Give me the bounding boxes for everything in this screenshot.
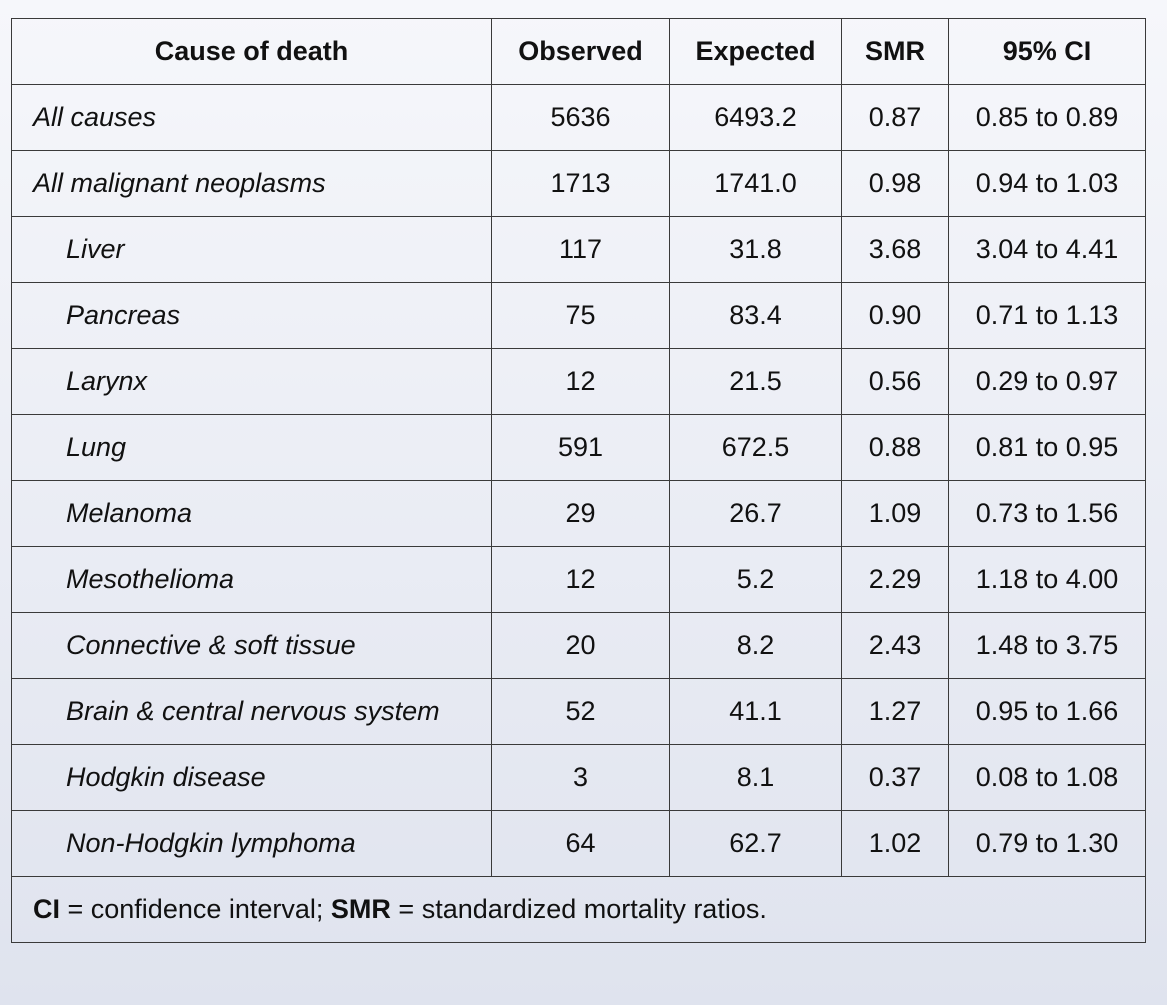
footnote-def-ci: = confidence interval; <box>60 894 331 924</box>
expected-cell: 8.2 <box>669 612 842 679</box>
ci-cell: 0.79 to 1.30 <box>948 810 1146 877</box>
observed-cell: 1713 <box>491 150 670 217</box>
header-cause: Cause of death <box>11 18 492 85</box>
smr-cell: 0.37 <box>841 744 949 811</box>
table-row: Brain & central nervous system 52 41.1 1… <box>11 678 1146 745</box>
expected-cell: 6493.2 <box>669 84 842 151</box>
cause-cell: Lung <box>11 414 492 481</box>
footnote-term-ci: CI <box>33 894 60 924</box>
observed-cell: 3 <box>491 744 670 811</box>
ci-cell: 0.73 to 1.56 <box>948 480 1146 547</box>
cause-cell: Melanoma <box>11 480 492 547</box>
ci-cell: 0.81 to 0.95 <box>948 414 1146 481</box>
smr-cell: 2.43 <box>841 612 949 679</box>
ci-cell: 3.04 to 4.41 <box>948 216 1146 283</box>
cause-cell: All causes <box>11 84 492 151</box>
header-ci: 95% CI <box>948 18 1146 85</box>
cause-cell: Larynx <box>11 348 492 415</box>
cause-cell: Connective & soft tissue <box>11 612 492 679</box>
cause-cell: Non-Hodgkin lymphoma <box>11 810 492 877</box>
expected-cell: 62.7 <box>669 810 842 877</box>
table-footnote-row: CI = confidence interval; SMR = standard… <box>11 876 1146 943</box>
cause-cell: Mesothelioma <box>11 546 492 613</box>
expected-cell: 672.5 <box>669 414 842 481</box>
observed-cell: 20 <box>491 612 670 679</box>
ci-cell: 1.48 to 3.75 <box>948 612 1146 679</box>
expected-cell: 26.7 <box>669 480 842 547</box>
smr-cell: 1.09 <box>841 480 949 547</box>
smr-cell: 2.29 <box>841 546 949 613</box>
table-header-row: Cause of death Observed Expected SMR 95%… <box>11 18 1146 85</box>
expected-cell: 1741.0 <box>669 150 842 217</box>
header-smr: SMR <box>841 18 949 85</box>
observed-cell: 52 <box>491 678 670 745</box>
observed-cell: 64 <box>491 810 670 877</box>
cause-cell: Pancreas <box>11 282 492 349</box>
cause-cell: Brain & central nervous system <box>11 678 492 745</box>
smr-cell: 0.88 <box>841 414 949 481</box>
ci-cell: 0.95 to 1.66 <box>948 678 1146 745</box>
observed-cell: 5636 <box>491 84 670 151</box>
smr-cell: 0.56 <box>841 348 949 415</box>
observed-cell: 75 <box>491 282 670 349</box>
table-row: Hodgkin disease 3 8.1 0.37 0.08 to 1.08 <box>11 744 1146 811</box>
footnote-term-smr: SMR <box>330 894 391 924</box>
table-footnote: CI = confidence interval; SMR = standard… <box>11 876 1146 943</box>
cause-cell: Liver <box>11 216 492 283</box>
table-row: All causes 5636 6493.2 0.87 0.85 to 0.89 <box>11 84 1146 151</box>
footnote-def-smr: = standardized mortality ratios. <box>390 894 767 924</box>
table-row: Melanoma 29 26.7 1.09 0.73 to 1.56 <box>11 480 1146 547</box>
table-row: Non-Hodgkin lymphoma 64 62.7 1.02 0.79 t… <box>11 810 1146 877</box>
table-row: Larynx 12 21.5 0.56 0.29 to 0.97 <box>11 348 1146 415</box>
smr-cell: 0.87 <box>841 84 949 151</box>
mortality-table: Cause of death Observed Expected SMR 95%… <box>11 18 1146 943</box>
smr-cell: 3.68 <box>841 216 949 283</box>
table-row: Connective & soft tissue 20 8.2 2.43 1.4… <box>11 612 1146 679</box>
expected-cell: 21.5 <box>669 348 842 415</box>
observed-cell: 12 <box>491 546 670 613</box>
ci-cell: 0.29 to 0.97 <box>948 348 1146 415</box>
cause-cell: Hodgkin disease <box>11 744 492 811</box>
smr-cell: 0.98 <box>841 150 949 217</box>
table-row: Lung 591 672.5 0.88 0.81 to 0.95 <box>11 414 1146 481</box>
expected-cell: 31.8 <box>669 216 842 283</box>
ci-cell: 0.71 to 1.13 <box>948 282 1146 349</box>
observed-cell: 29 <box>491 480 670 547</box>
header-observed: Observed <box>491 18 670 85</box>
mortality-table-container: Cause of death Observed Expected SMR 95%… <box>11 18 1146 943</box>
smr-cell: 1.27 <box>841 678 949 745</box>
observed-cell: 591 <box>491 414 670 481</box>
ci-cell: 0.08 to 1.08 <box>948 744 1146 811</box>
observed-cell: 117 <box>491 216 670 283</box>
table-row: All malignant neoplasms 1713 1741.0 0.98… <box>11 150 1146 217</box>
table-row: Mesothelioma 12 5.2 2.29 1.18 to 4.00 <box>11 546 1146 613</box>
ci-cell: 0.94 to 1.03 <box>948 150 1146 217</box>
smr-cell: 1.02 <box>841 810 949 877</box>
observed-cell: 12 <box>491 348 670 415</box>
ci-cell: 1.18 to 4.00 <box>948 546 1146 613</box>
expected-cell: 41.1 <box>669 678 842 745</box>
header-expected: Expected <box>669 18 842 85</box>
table-row: Liver 117 31.8 3.68 3.04 to 4.41 <box>11 216 1146 283</box>
expected-cell: 83.4 <box>669 282 842 349</box>
table-row: Pancreas 75 83.4 0.90 0.71 to 1.13 <box>11 282 1146 349</box>
smr-cell: 0.90 <box>841 282 949 349</box>
expected-cell: 8.1 <box>669 744 842 811</box>
expected-cell: 5.2 <box>669 546 842 613</box>
cause-cell: All malignant neoplasms <box>11 150 492 217</box>
ci-cell: 0.85 to 0.89 <box>948 84 1146 151</box>
